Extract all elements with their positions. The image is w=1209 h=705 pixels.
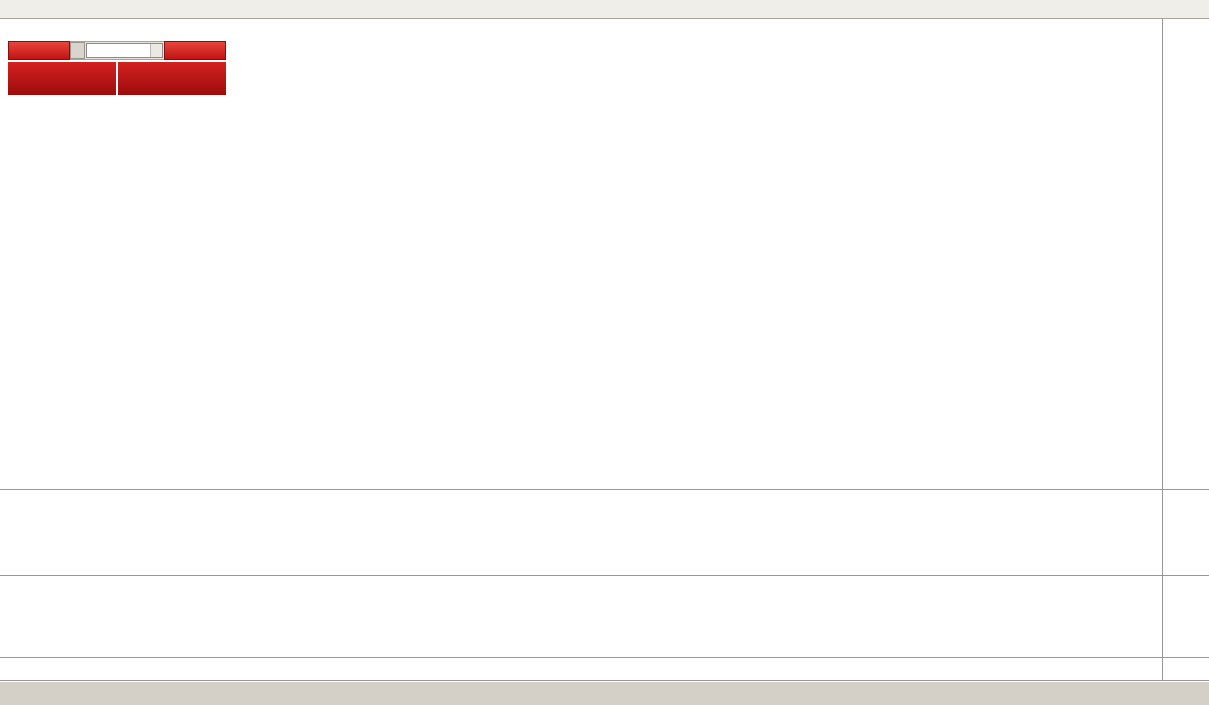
buy-button[interactable] [164,41,226,60]
time-axis[interactable] [0,658,1209,681]
chart-tab-bar [0,681,1209,705]
macd-pane [0,490,1209,576]
price-pane [0,19,1209,490]
volume-decrease-button[interactable] [151,50,162,57]
rsi-pane [0,576,1209,658]
timeframe-toolbar [0,0,1209,19]
price-pane-canvas [0,19,1162,489]
one-click-trade-panel [8,41,226,95]
rsi-pane-canvas [0,576,1162,657]
price-scale[interactable] [1162,19,1209,489]
sell-price-display[interactable] [8,62,116,95]
volume-control [70,41,164,60]
time-axis-corner [1162,658,1209,680]
macd-scale[interactable] [1162,490,1209,575]
buy-price-display[interactable] [118,62,226,95]
sell-button[interactable] [8,41,70,60]
macd-pane-canvas [0,490,1162,575]
volume-dropdown-button[interactable] [70,42,85,59]
volume-input[interactable] [87,44,151,57]
volume-spinner [150,44,162,57]
rsi-canvas[interactable] [0,576,1162,657]
time-axis-labels [0,658,1162,680]
macd-canvas[interactable] [0,490,1162,575]
volume-increase-button[interactable] [151,44,162,51]
rsi-scale[interactable] [1162,576,1209,657]
